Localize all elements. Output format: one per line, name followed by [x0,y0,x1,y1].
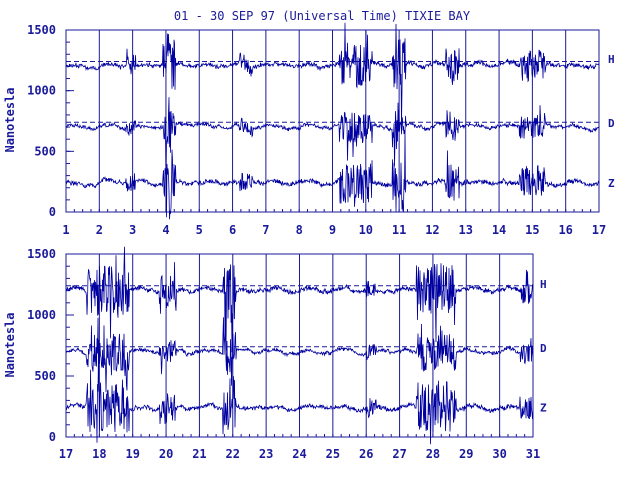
x-tick-label: 4 [162,223,169,237]
series-line-h [65,246,534,353]
x-tick-label: 6 [229,223,236,237]
series-label-z: Z [540,402,547,415]
x-tick-label: 2 [96,223,103,237]
x-tick-label: 30 [492,447,506,461]
y-tick-label: 1000 [27,308,56,322]
x-tick-label: 16 [558,223,572,237]
series-label-h: H [608,53,615,66]
x-tick-label: 8 [296,223,303,237]
x-tick-label: 12 [425,223,439,237]
top-y-axis-label: Nanotesla [3,87,17,152]
y-tick-label: 500 [34,144,56,158]
series-label-h: H [540,278,547,291]
x-tick-label: 9 [329,223,336,237]
y-tick-label: 0 [49,430,56,444]
x-tick-label: 18 [92,447,106,461]
series-line-z [65,351,534,445]
x-tick-label: 17 [59,447,73,461]
x-tick-label: 13 [459,223,473,237]
x-tick-label: 14 [492,223,506,237]
x-tick-label: 3 [129,223,136,237]
x-tick-label: 27 [392,447,406,461]
series-line-d [65,317,534,393]
y-tick-label: 1500 [27,23,56,37]
bottom-panel: Nanotesla 0 500 1000 1500 17 18 19 20 21 22 23 24 25… [3,246,547,461]
x-tick-label: 1 [62,223,69,237]
bottom-y-axis-label: Nanotesla [3,312,17,377]
series-line-z [65,130,600,220]
x-tick-label: 29 [459,447,473,461]
series-line-d [65,97,600,180]
series-label-d: D [608,117,615,130]
x-tick-label: 19 [125,447,139,461]
x-tick-label: 5 [196,223,203,237]
y-tick-label: 500 [34,369,56,383]
x-tick-label: 26 [359,447,373,461]
x-tick-label: 10 [359,223,373,237]
y-tick-label: 1000 [27,84,56,98]
x-tick-label: 31 [526,447,540,461]
series-line-h [65,22,600,127]
series-label-d: D [540,342,547,355]
x-tick-label: 24 [292,447,306,461]
x-tick-label: 7 [262,223,269,237]
y-tick-label: 0 [49,205,56,219]
chart-title: 01 - 30 SEP 97 (Universal Time) TIXIE BA… [174,9,471,23]
x-tick-label: 22 [226,447,240,461]
x-tick-label: 28 [426,447,440,461]
x-tick-label: 25 [326,447,340,461]
series-label-z: Z [608,177,615,190]
x-tick-label: 20 [159,447,173,461]
y-tick-label: 1500 [27,247,56,261]
x-tick-label: 17 [592,223,606,237]
x-tick-label: 23 [259,447,273,461]
x-tick-label: 15 [525,223,539,237]
x-tick-label: 11 [392,223,406,237]
x-tick-label: 21 [192,447,206,461]
